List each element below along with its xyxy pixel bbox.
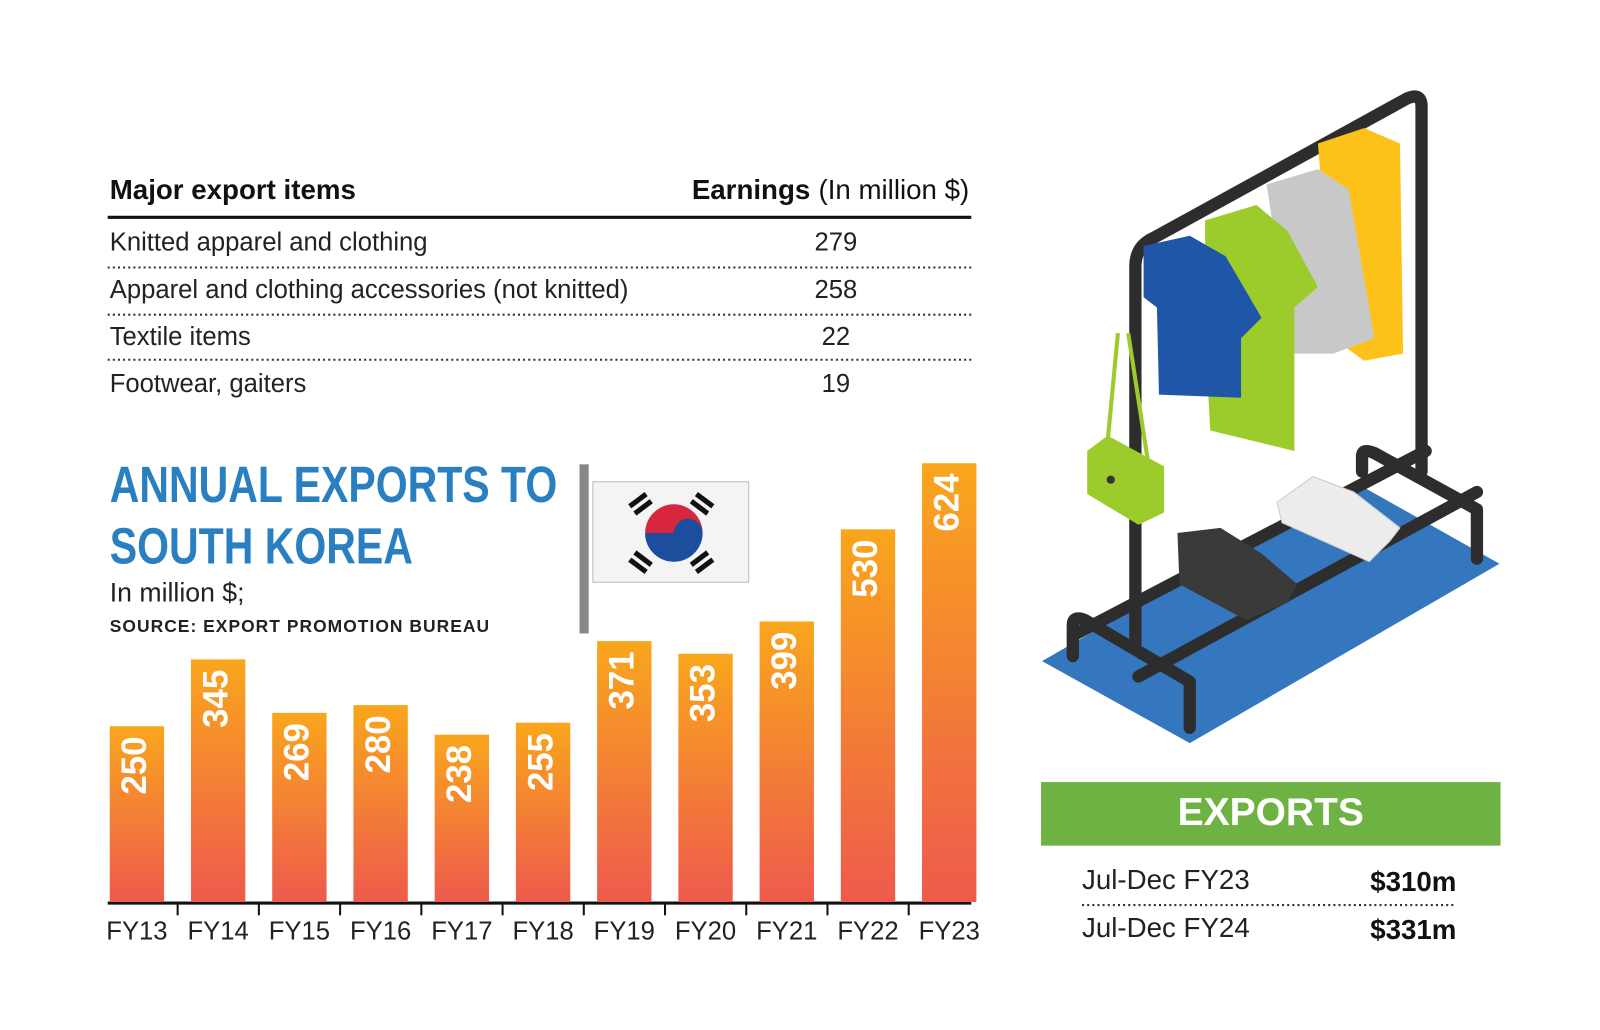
table-header: Major export items bbox=[110, 174, 356, 205]
bar bbox=[272, 712, 327, 902]
row-label: Footwear, gaiters bbox=[110, 370, 307, 398]
value-label: 371 bbox=[603, 651, 642, 709]
bar bbox=[434, 734, 490, 902]
x-tick-label: FY18 bbox=[512, 918, 573, 946]
x-tick-label: FY15 bbox=[269, 918, 330, 946]
bar bbox=[840, 529, 896, 902]
value-label: 269 bbox=[278, 723, 317, 781]
row-label: Textile items bbox=[110, 323, 251, 351]
x-tick-label: FY19 bbox=[594, 918, 655, 946]
clothes-rack-illustration bbox=[1042, 90, 1500, 744]
value-label: 238 bbox=[440, 745, 479, 803]
row-value: 19 bbox=[822, 370, 851, 398]
bar bbox=[759, 621, 814, 902]
row-label: Knitted apparel and clothing bbox=[110, 229, 428, 257]
row-value: 258 bbox=[815, 276, 858, 304]
exports-period: Jul-Dec FY24 bbox=[1082, 912, 1250, 943]
x-tick-label: FY17 bbox=[431, 918, 492, 946]
row-value: 22 bbox=[822, 323, 851, 351]
exports-value: $331m bbox=[1370, 914, 1456, 945]
row-label: Apparel and clothing accessories (not kn… bbox=[110, 276, 629, 304]
table-header-unit: (In million $) bbox=[818, 174, 969, 205]
source: SOURCE: EXPORT PROMOTION BUREAU bbox=[110, 616, 490, 636]
value-label: 530 bbox=[846, 540, 885, 598]
bar bbox=[922, 463, 977, 902]
value-label: 353 bbox=[684, 664, 723, 722]
exports-header-bg bbox=[1041, 782, 1501, 846]
exports-title: EXPORTS bbox=[1178, 791, 1364, 834]
chart-title: ANNUAL EXPORTS TO SOUTH KOREA bbox=[109, 456, 558, 576]
row-separators bbox=[107, 266, 972, 361]
category-separators bbox=[176, 903, 910, 916]
row-value: 279 bbox=[815, 229, 858, 257]
exports-period: Jul-Dec FY23 bbox=[1082, 864, 1250, 895]
value-label: 345 bbox=[196, 670, 235, 728]
bar bbox=[353, 705, 408, 902]
value-label: 280 bbox=[359, 715, 398, 773]
bar bbox=[515, 722, 571, 902]
table-header: Earnings bbox=[692, 174, 810, 205]
bar bbox=[678, 653, 733, 902]
bar bbox=[190, 659, 246, 902]
x-tick-label: FY23 bbox=[919, 918, 980, 946]
value-label: 624 bbox=[927, 473, 966, 532]
subtitle: In million $; bbox=[110, 578, 245, 608]
x-tick-label: FY20 bbox=[675, 918, 736, 946]
x-tick-label: FY21 bbox=[756, 918, 817, 946]
x-tick-label: FY22 bbox=[837, 918, 898, 946]
bar bbox=[109, 726, 165, 902]
x-tick-label: FY13 bbox=[106, 918, 167, 946]
value-label: 255 bbox=[521, 733, 560, 791]
x-tick-label: FY16 bbox=[350, 918, 411, 946]
x-tick-label: FY14 bbox=[188, 918, 249, 946]
value-label: 250 bbox=[115, 736, 154, 794]
exports-value: $310m bbox=[1370, 866, 1456, 897]
value-label: 399 bbox=[765, 632, 804, 690]
title-wrap: ANNUAL EXPORTS TO SOUTH KOREA bbox=[109, 456, 558, 576]
bar bbox=[597, 641, 652, 902]
flag bbox=[579, 464, 750, 634]
